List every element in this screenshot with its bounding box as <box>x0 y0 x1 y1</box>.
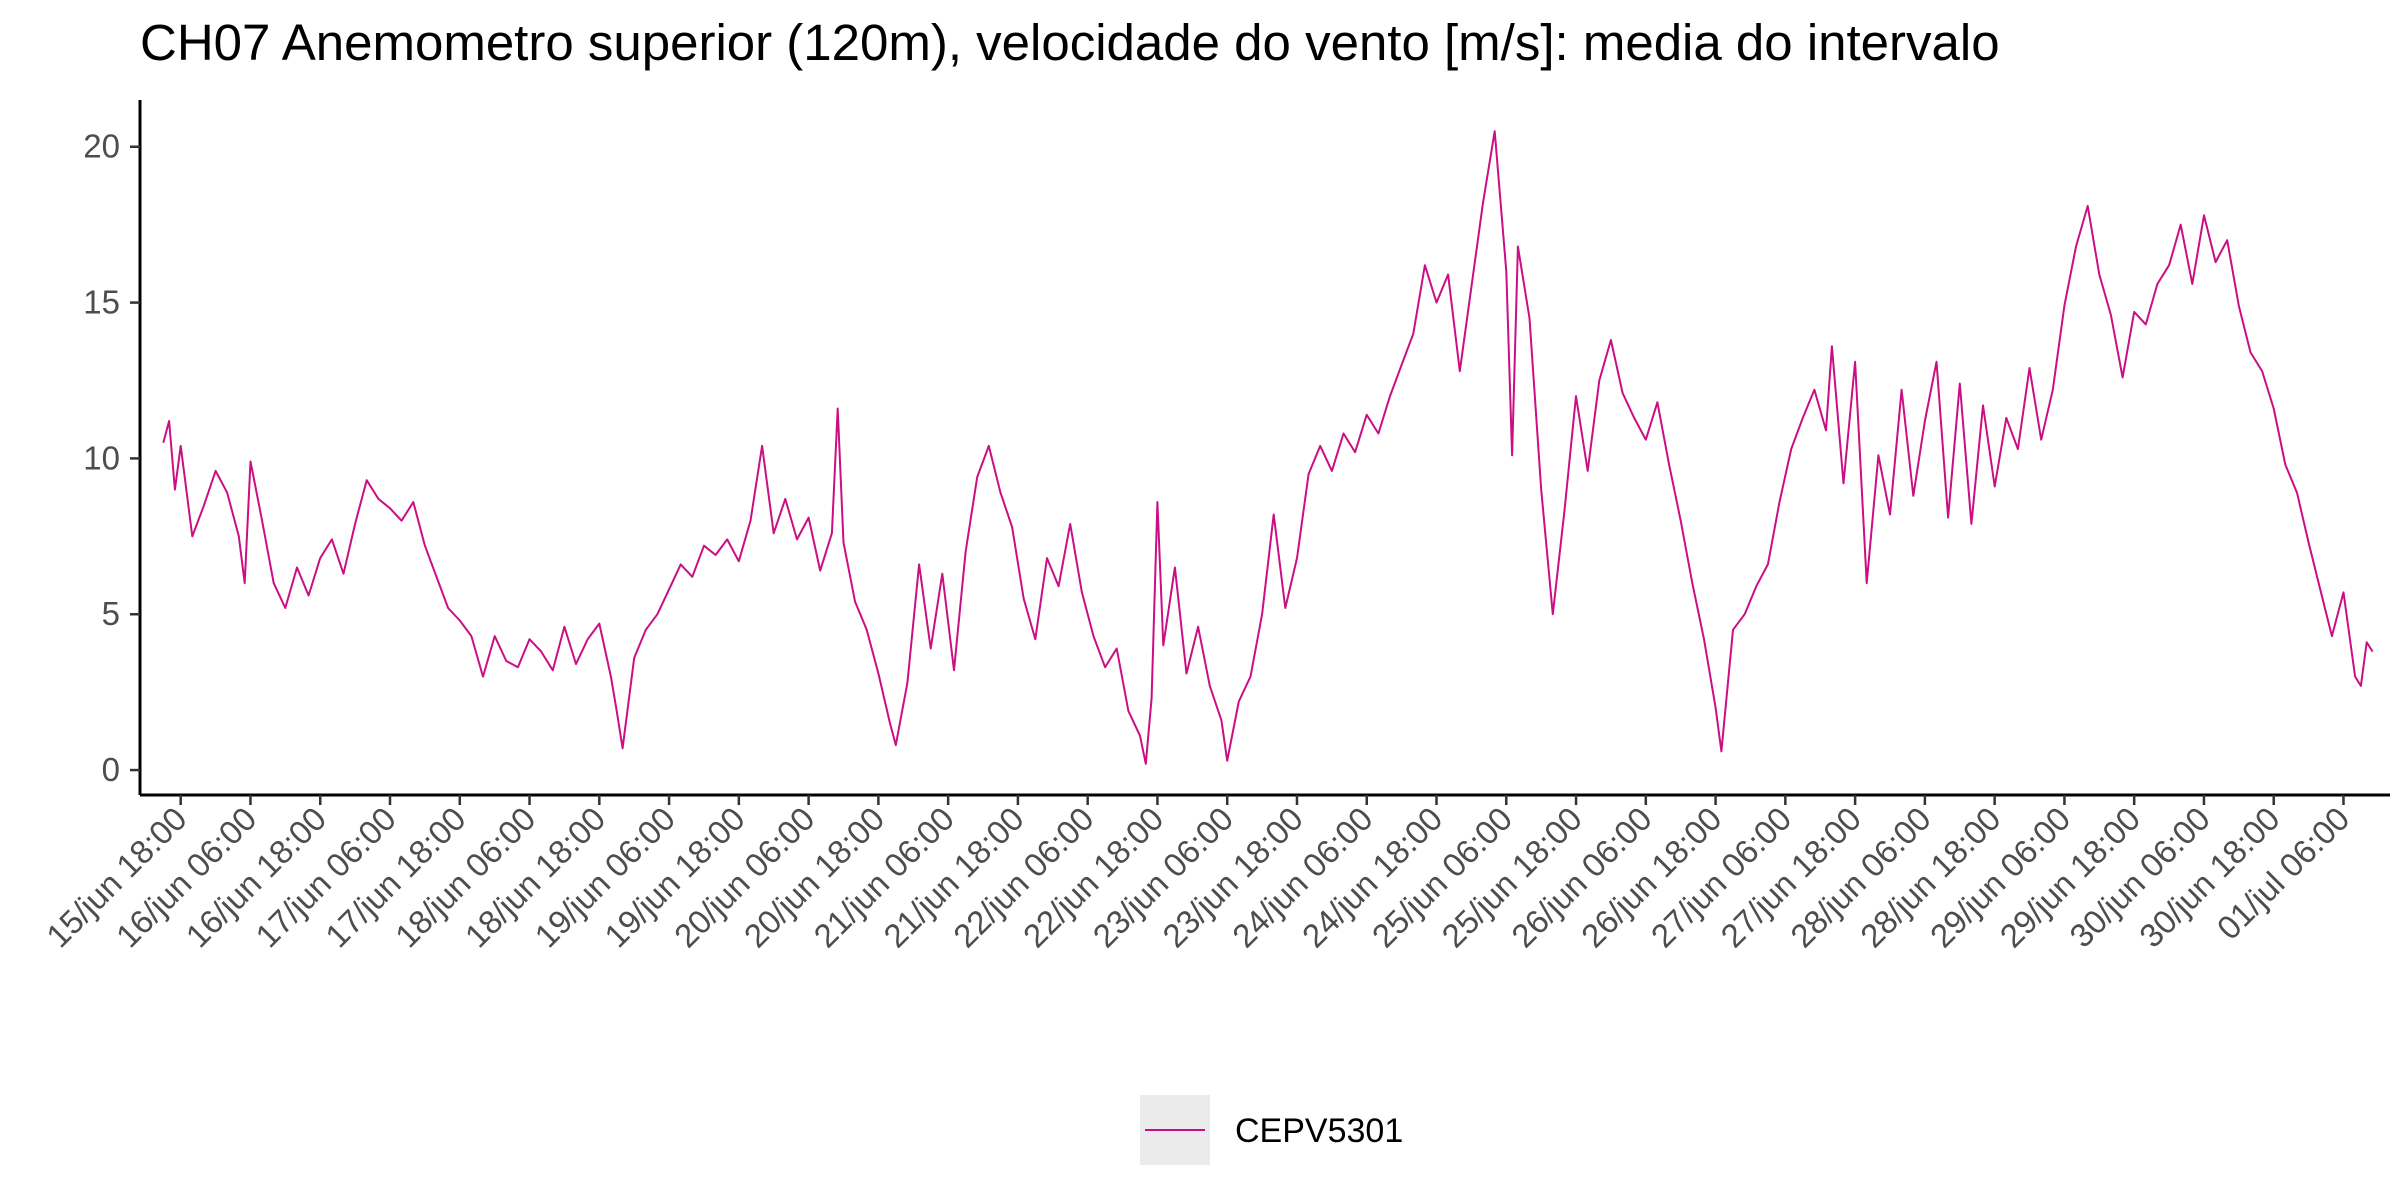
y-axis-ticks: 0 5 10 15 20 <box>83 128 140 788</box>
series-lines <box>162 130 2374 765</box>
y-tick-label: 5 <box>102 595 120 632</box>
legend-label: CEPV5301 <box>1235 1112 1403 1150</box>
y-tick-label: 15 <box>83 284 120 321</box>
y-tick-label: 20 <box>83 128 120 165</box>
y-tick-label: 10 <box>83 439 120 476</box>
y-tick-label: 0 <box>102 751 120 788</box>
series-line-1 <box>162 130 2374 765</box>
axes <box>138 100 2390 797</box>
legend: CEPV5301 <box>1140 1095 1403 1165</box>
chart-title: CH07 Anemometro superior (120m), velocid… <box>140 14 2000 71</box>
